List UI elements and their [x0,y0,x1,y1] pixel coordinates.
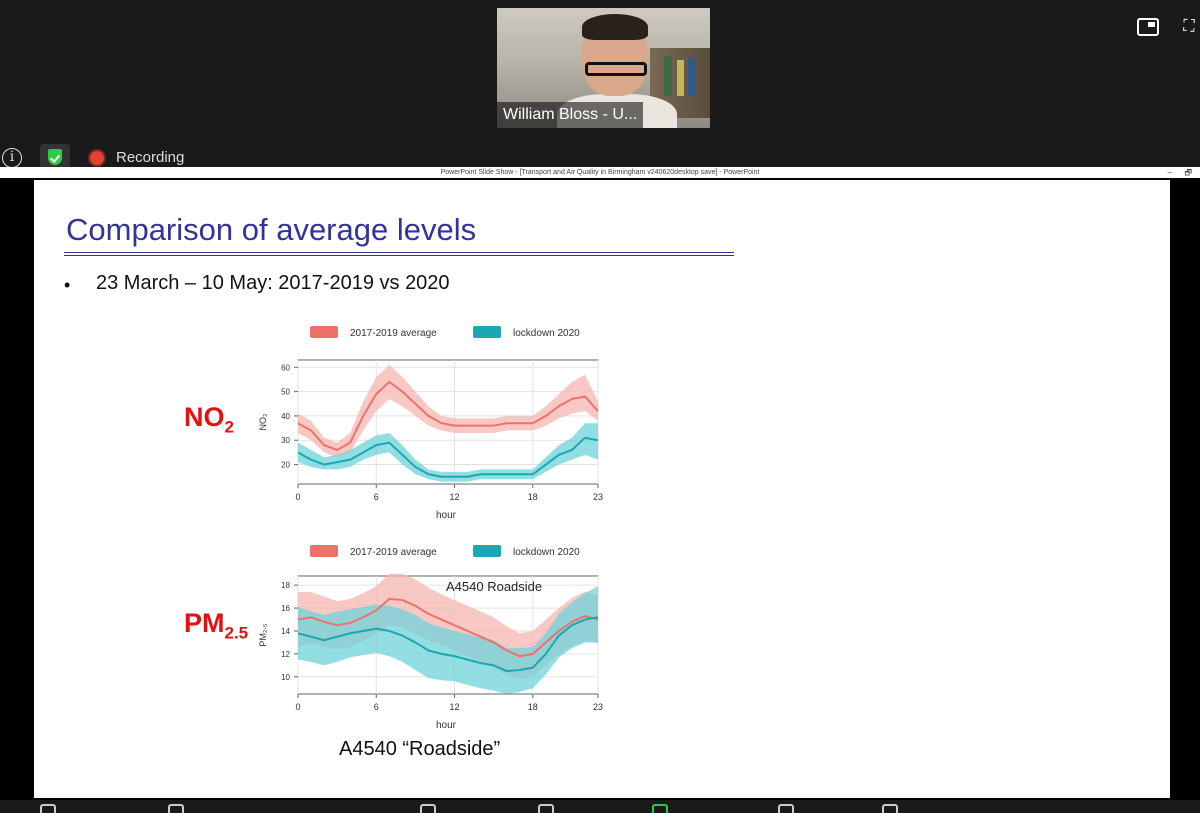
y-tick-label: 14 [281,627,290,636]
x-tick-label: 23 [593,702,603,712]
restore-button[interactable]: 🗗 [1184,168,1192,177]
y-axis-label: PM₂.₅ [258,623,268,646]
participants-icon[interactable] [538,804,554,813]
confidence-band [298,586,598,694]
fullscreen-icon[interactable]: ⛶ [1183,18,1195,35]
pm25-label: PM2.5 [184,608,248,643]
slide-caption: A4540 “Roadside” [339,738,501,760]
powerpoint-title-bar: PowerPoint Slide Show - [Transport and A… [0,167,1200,178]
series-line [297,380,599,452]
y-tick-label: 20 [281,461,290,470]
y-tick-label: 60 [281,363,290,372]
recording-label: Recording [116,149,185,166]
legend-label: lockdown 2020 [513,328,580,339]
pm25-label-subscript: 2.5 [224,623,249,643]
series-line [297,616,599,673]
x-axis-label: hour [436,510,457,521]
chart-annotation: A4540 Roadside [446,579,542,594]
x-tick-label: 6 [374,702,379,712]
x-tick-label: 12 [450,492,460,502]
security-icon[interactable] [420,804,436,813]
title-rule [64,255,734,256]
confidence-band [298,364,598,458]
title-rule [64,252,734,253]
video-icon[interactable] [168,804,184,813]
powerpoint-window-title: PowerPoint Slide Show - [Transport and A… [440,169,760,176]
book [688,58,696,96]
x-tick-label: 12 [450,702,460,712]
y-tick-label: 40 [281,412,290,421]
x-tick-label: 6 [374,492,379,502]
y-tick-label: 10 [281,673,290,682]
participant-video-tile[interactable]: William Bloss - U... [497,8,710,128]
y-tick-label: 30 [281,436,290,445]
recording-icon [90,151,104,165]
legend-swatch [473,545,501,557]
series-line [297,597,599,658]
book [664,56,672,96]
pm25-label-text: PM [184,608,225,638]
book [677,60,684,96]
charts-svg: 2017-2019 average lockdown 2020 0 6 12 18 23 20… [258,326,603,731]
no2-label: NO2 [184,402,234,437]
slide-title: Comparison of average levels [66,212,477,247]
y-tick-label: 50 [281,388,290,397]
series-line [297,436,599,478]
y-tick-label: 16 [281,604,290,613]
x-tick-label: 18 [528,492,538,502]
legend-label: 2017-2019 average [350,547,437,558]
share-screen-icon[interactable] [652,804,668,813]
x-tick-label: 23 [593,492,603,502]
y-tick-label: 18 [281,581,290,590]
minimize-button[interactable]: – [1167,168,1172,177]
bullet-text: 23 March – 10 May: 2017-2019 vs 2020 [96,272,450,294]
participant-glasses [585,62,647,76]
confidence-band [298,423,598,482]
x-tick-label: 0 [295,702,300,712]
x-axis-label: hour [436,720,457,731]
mute-icon[interactable] [40,804,56,813]
bullet-icon: • [64,275,71,295]
legend-swatch [310,326,338,338]
participant-hair [582,14,648,40]
legend-label: 2017-2019 average [350,328,437,339]
reactions-icon[interactable] [882,804,898,813]
participant-name: William Bloss - U... [497,102,644,128]
no2-label-text: NO [184,402,225,432]
legend-swatch [473,326,501,338]
y-tick-label: 12 [281,650,290,659]
legend-swatch [310,545,338,557]
meeting-bottom-toolbar [0,800,1200,813]
legend-label: lockdown 2020 [513,547,580,558]
no2-label-subscript: 2 [224,417,234,437]
x-tick-label: 18 [528,702,538,712]
record-icon[interactable] [778,804,794,813]
view-layout-icon[interactable] [1137,18,1159,36]
x-tick-label: 0 [295,492,300,502]
y-axis-label: NO₂ [258,413,268,431]
slide: Comparison of average levels • 23 March … [34,180,1170,798]
info-icon[interactable]: i [2,148,22,168]
